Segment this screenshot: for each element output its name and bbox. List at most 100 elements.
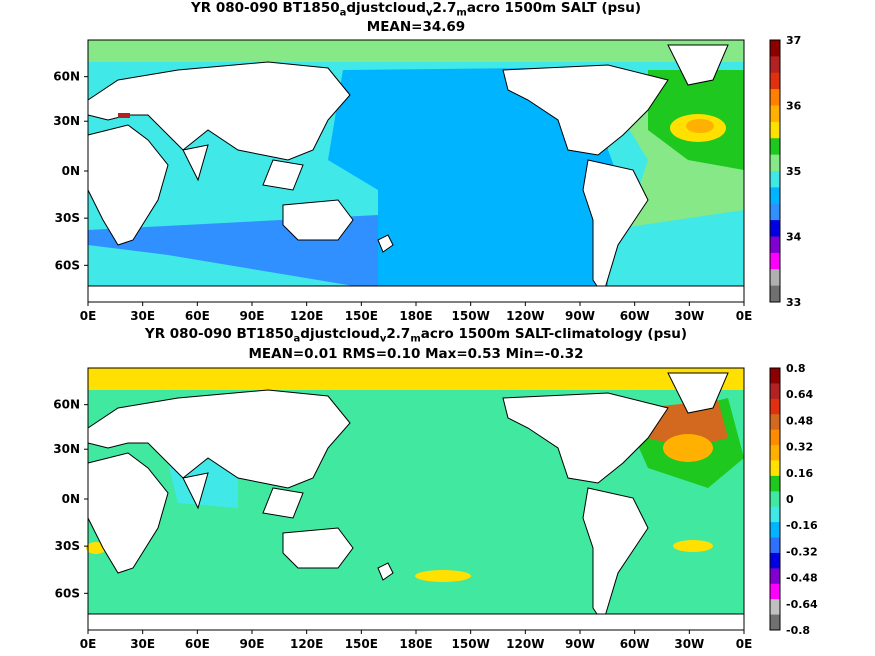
colorbar-swatch: [770, 475, 780, 492]
colorbar-label: -0.32: [786, 545, 818, 558]
ocean-fill-indian: [88, 40, 744, 302]
north-atlantic-core: [663, 434, 713, 462]
colorbar-swatch: [770, 236, 780, 254]
colorbar-label: -0.48: [786, 572, 818, 585]
colorbar-swatch: [770, 154, 780, 172]
lon-tick-label: 30E: [130, 637, 155, 651]
colorbar-swatch: [770, 537, 780, 554]
colorbar-swatch: [770, 89, 780, 106]
lon-tick-label: 120E: [290, 309, 323, 323]
panel2-subtitle: MEAN=0.01 RMS=0.10 Max=0.53 Min=-0.32: [248, 346, 584, 362]
colorbar-swatch: [770, 383, 780, 400]
colorbar-swatch: [770, 220, 780, 237]
colorbar-label: -0.8: [786, 624, 810, 637]
colorbar-swatch: [770, 252, 780, 270]
colorbar-swatch: [770, 105, 780, 123]
southern-anomaly-2: [673, 540, 713, 552]
colorbar-swatch: [770, 40, 780, 57]
panel2-title: YR 080-090 BT1850adjustcloudv2.7macro 15…: [144, 326, 688, 345]
colorbar-swatch: [770, 121, 780, 139]
map-top: [87, 39, 745, 303]
colorbar-swatch: [770, 522, 780, 539]
colorbar-label: 0: [786, 493, 794, 506]
colorbar-label: 0.32: [786, 441, 813, 454]
lat-tick-label: 30N: [53, 442, 80, 456]
colorbar-swatch: [770, 187, 780, 205]
lon-tick-label: 150E: [345, 309, 378, 323]
subtropical-atlantic-core: [686, 119, 714, 133]
colorbar-swatch: [770, 552, 780, 569]
panel1-title: YR 080-090 BT1850adjustcloudv2.7macro 15…: [191, 0, 641, 19]
lat-tick-label: 30S: [55, 211, 80, 225]
colorbar-swatch: [770, 614, 780, 631]
lon-tick-label: 60E: [185, 309, 210, 323]
lon-tick-label: 60E: [185, 637, 210, 651]
ocean-fill-north-atlantic: [648, 70, 744, 170]
colorbar-label: 37: [786, 34, 801, 47]
lon-tick-label: 0E: [80, 637, 97, 651]
map-top-frame: [87, 39, 745, 303]
colorbar-label: -0.64: [786, 598, 818, 611]
lon-tick-label: 0E: [736, 637, 753, 651]
land-bottom: [87, 372, 745, 631]
colorbar-label: 0.48: [786, 414, 813, 427]
lon-tick-label: 30E: [130, 309, 155, 323]
colorbar-label: 34: [786, 231, 802, 244]
lon-tick-label: 150W: [452, 309, 490, 323]
colorbar-swatch: [770, 429, 780, 446]
land-top: [87, 44, 745, 303]
colorbar-label: 0.8: [786, 362, 806, 375]
colorbar-swatch: [770, 171, 780, 188]
lon-tick-label: 150W: [452, 637, 490, 651]
colorbar-swatch: [770, 414, 780, 431]
map-bottom: [86, 367, 745, 631]
med-sea-high: [118, 113, 130, 118]
ocean-fill-south-atlantic: [608, 210, 744, 302]
lon-tick-label: 180E: [399, 637, 432, 651]
colorbar-swatch: [770, 368, 780, 384]
colorbar-label: 0.16: [786, 467, 813, 480]
lat-tick-label: 60S: [55, 586, 80, 600]
colorbar-swatch: [770, 285, 780, 303]
lon-tick-label: 90E: [240, 637, 265, 651]
arctic-fill: [88, 40, 744, 62]
colorbar-swatch: [770, 56, 780, 74]
colorbar-swatch: [770, 398, 780, 415]
lon-tick-label: 120E: [290, 637, 323, 651]
ocean-fill-base: [88, 368, 744, 630]
lat-tick-label: 60N: [53, 70, 80, 84]
lon-tick-label: 180E: [399, 309, 432, 323]
colorbar-swatch: [770, 445, 780, 461]
colorbar-swatch: [770, 269, 780, 287]
lon-tick-label: 30W: [674, 637, 704, 651]
lon-tick-label: 60W: [620, 637, 650, 651]
lat-tick-label: 0N: [62, 164, 80, 178]
lat-tick-label: 30S: [55, 539, 80, 553]
lon-tick-label: 150E: [345, 637, 378, 651]
lat-tick-label: 60N: [53, 398, 80, 412]
lon-tick-label: 0E: [736, 309, 753, 323]
lon-tick-label: 60W: [620, 309, 650, 323]
lon-tick-label: 30W: [674, 309, 704, 323]
colorbar-swatch: [770, 203, 780, 221]
colorbar-label: 36: [786, 100, 802, 113]
colorbar-label: -0.16: [786, 519, 818, 532]
lon-tick-label: 120W: [506, 637, 544, 651]
north-atlantic-anomaly: [628, 398, 744, 488]
lon-tick-label: 120W: [506, 309, 544, 323]
lon-tick-label: 90W: [565, 637, 595, 651]
map-bottom-frame: [87, 367, 745, 631]
colorbar-swatch: [770, 491, 780, 508]
lon-tick-label: 0E: [80, 309, 97, 323]
lat-tick-label: 0N: [62, 492, 80, 506]
ocean-fill-atlantic: [608, 70, 744, 302]
indian-anomaly: [168, 458, 238, 508]
colorbar-swatch: [770, 72, 780, 90]
southern-anomaly-1: [415, 570, 471, 582]
panel1-subtitle: MEAN=34.69: [366, 19, 466, 35]
ocean-fill-pacific: [328, 68, 623, 290]
lon-tick-label: 90E: [240, 309, 265, 323]
arctic-anomaly: [88, 368, 744, 390]
lat-tick-label: 30N: [53, 114, 80, 128]
lat-tick-label: 60S: [55, 258, 80, 272]
